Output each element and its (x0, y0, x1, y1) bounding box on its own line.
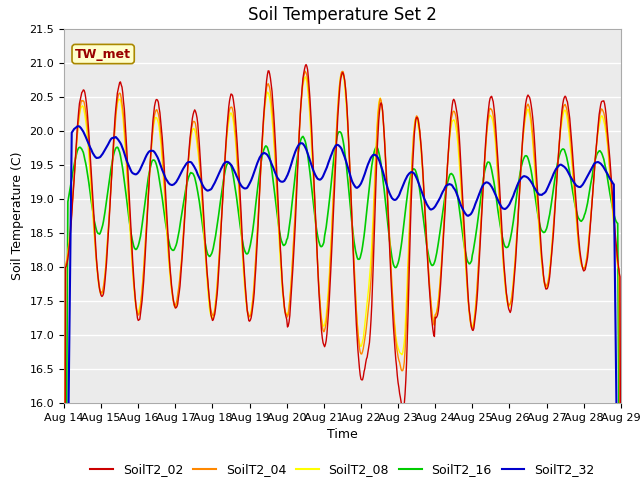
SoilT2_08 (334, 105, 342, 111)
SoilT2_16 (335, 129, 343, 134)
SoilT2_32 (75, 123, 83, 129)
SoilT2_04 (566, 134, 574, 140)
SoilT2_16 (182, 184, 190, 190)
SoilT2_32 (207, 186, 215, 192)
SoilT2_16 (566, 175, 574, 180)
SoilT2_08 (389, 296, 397, 302)
SoilT2_02 (206, 304, 214, 310)
SoilT2_02 (444, 161, 451, 167)
SoilT2_32 (389, 196, 397, 202)
SoilT2_16 (206, 253, 214, 259)
Line: SoilT2_02: SoilT2_02 (64, 64, 621, 480)
Line: SoilT2_04: SoilT2_04 (64, 71, 621, 480)
SoilT2_02 (566, 125, 574, 131)
SoilT2_04 (389, 296, 397, 302)
Y-axis label: Soil Temperature (C): Soil Temperature (C) (11, 152, 24, 280)
SoilT2_04 (301, 68, 309, 74)
SoilT2_02 (302, 61, 310, 67)
SoilT2_04 (444, 160, 451, 166)
Line: SoilT2_08: SoilT2_08 (64, 73, 621, 480)
SoilT2_16 (389, 258, 397, 264)
Line: SoilT2_16: SoilT2_16 (64, 132, 621, 480)
SoilT2_08 (182, 188, 190, 193)
SoilT2_02 (389, 310, 397, 315)
SoilT2_16 (444, 180, 451, 185)
SoilT2_08 (444, 161, 451, 167)
Title: Soil Temperature Set 2: Soil Temperature Set 2 (248, 6, 437, 24)
SoilT2_08 (566, 145, 574, 151)
Line: SoilT2_32: SoilT2_32 (64, 126, 621, 480)
Text: TW_met: TW_met (75, 48, 131, 60)
SoilT2_04 (182, 187, 190, 193)
SoilT2_32 (444, 182, 451, 188)
SoilT2_04 (335, 95, 342, 101)
SoilT2_08 (338, 70, 346, 76)
Legend: SoilT2_02, SoilT2_04, SoilT2_08, SoilT2_16, SoilT2_32: SoilT2_02, SoilT2_04, SoilT2_08, SoilT2_… (85, 458, 600, 480)
SoilT2_08 (206, 310, 214, 315)
SoilT2_32 (183, 160, 191, 166)
SoilT2_16 (334, 131, 342, 137)
SoilT2_32 (566, 174, 574, 180)
SoilT2_32 (335, 143, 342, 148)
SoilT2_04 (206, 303, 214, 309)
SoilT2_02 (335, 102, 342, 108)
X-axis label: Time: Time (327, 429, 358, 442)
SoilT2_02 (182, 191, 190, 197)
